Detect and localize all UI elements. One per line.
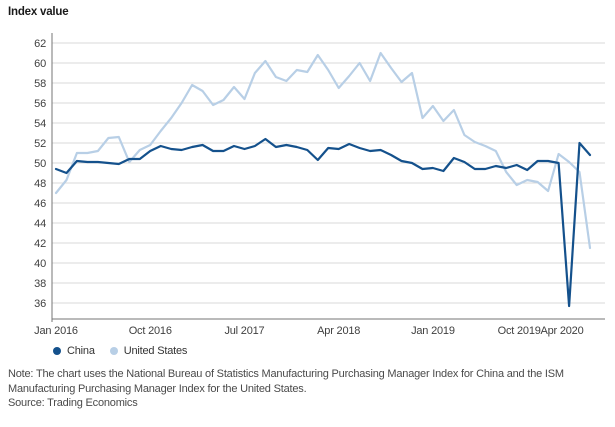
legend-label: China bbox=[67, 345, 95, 357]
x-tick-label: Apr 2020 bbox=[540, 325, 583, 337]
chart-notes: Note: The chart uses the National Bureau… bbox=[8, 367, 596, 411]
legend-item-china: China bbox=[53, 345, 95, 357]
y-tick-label: 50 bbox=[34, 158, 46, 170]
note-line: Manufacturing Purchasing Manager Index f… bbox=[8, 382, 307, 395]
pmi-line-chart: 36 38 40 42 44 46 48 50 52 54 56 58 60 62 Jan 2016 Oct … bbox=[34, 33, 605, 337]
y-tick-label: 44 bbox=[34, 218, 46, 230]
legend-label: United States bbox=[123, 345, 188, 357]
y-tick-label: 60 bbox=[34, 58, 46, 70]
legend-item-united-states: United States bbox=[109, 345, 188, 357]
y-tick-label: 40 bbox=[34, 258, 46, 270]
y-tick-label: 48 bbox=[34, 178, 46, 190]
y-tick-label: 58 bbox=[34, 78, 46, 90]
y-tick-label: 56 bbox=[34, 98, 46, 110]
x-tick-label: Oct 2016 bbox=[129, 325, 172, 337]
y-tick-label: 46 bbox=[34, 198, 46, 210]
y-tick-label: 42 bbox=[34, 238, 46, 250]
y-tick-label: 62 bbox=[34, 38, 46, 50]
x-tick-label: Oct 2019 bbox=[498, 325, 541, 337]
y-tick-label: 38 bbox=[34, 278, 46, 290]
chart-legend: China United States bbox=[53, 345, 202, 357]
y-tick-label: 52 bbox=[34, 138, 46, 150]
note-line: Note: The chart uses the National Bureau… bbox=[8, 368, 564, 380]
y-tick-label: 54 bbox=[34, 118, 46, 130]
x-tick-label: Jan 2016 bbox=[34, 325, 78, 337]
x-tick-label: Apr 2018 bbox=[317, 325, 360, 337]
note-text: Note: The chart uses the National Bureau… bbox=[8, 367, 596, 396]
x-tick-label: Jul 2017 bbox=[224, 325, 264, 337]
legend-dot-icon bbox=[109, 347, 118, 355]
series-line-china bbox=[54, 137, 592, 308]
chart-title: Index value bbox=[8, 6, 69, 18]
x-tick-label: Jan 2019 bbox=[411, 325, 455, 337]
legend-dot-icon bbox=[53, 347, 61, 355]
source-text: Source: Trading Economics bbox=[8, 397, 138, 409]
series-line-united-states bbox=[54, 51, 592, 250]
y-tick-label: 36 bbox=[34, 298, 46, 310]
